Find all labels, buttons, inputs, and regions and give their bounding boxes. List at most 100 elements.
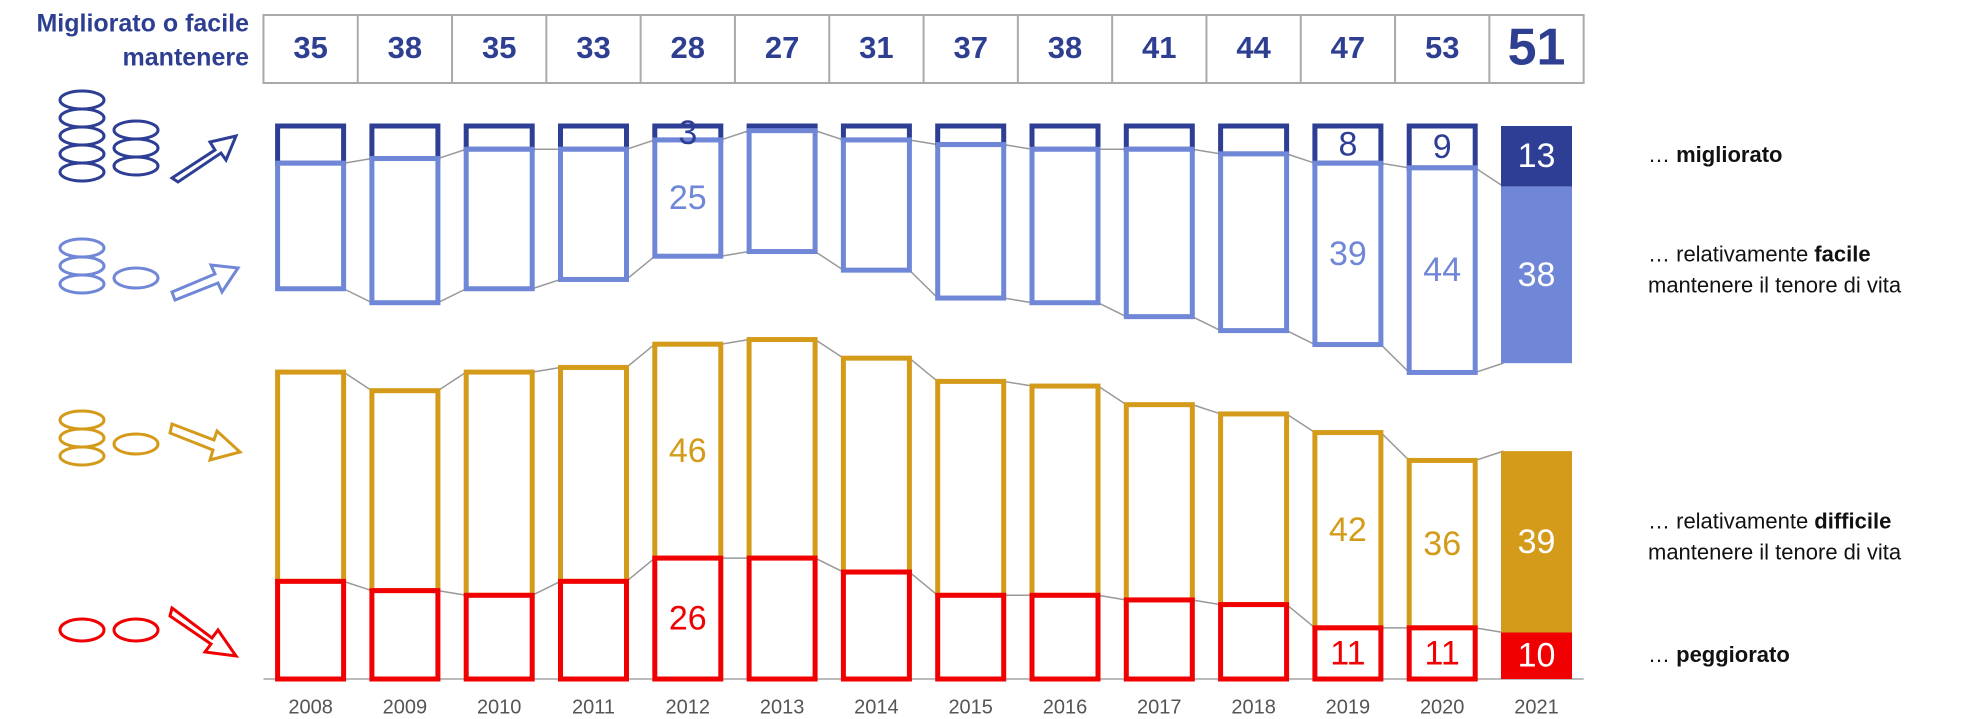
- x-tick-label: 2017: [1137, 696, 1182, 718]
- x-tick-label: 2016: [1043, 696, 1088, 718]
- series-label: mantenere il tenore di vita: [1648, 539, 1902, 564]
- connector: [1286, 413, 1316, 434]
- value-label: 10: [1518, 637, 1556, 675]
- x-tick-label: 2009: [383, 696, 428, 718]
- x-tick-label: 2018: [1231, 696, 1276, 718]
- icon-worsened: [58, 605, 240, 658]
- bar: [1029, 383, 1101, 598]
- bar: [840, 569, 912, 682]
- bar: [275, 578, 347, 682]
- connector: [908, 571, 939, 596]
- total-value: 38: [388, 30, 422, 65]
- bar: [652, 137, 724, 259]
- value-label: 26: [669, 600, 707, 638]
- connector: [1192, 148, 1221, 155]
- series-label-part: … relativamente: [1648, 241, 1814, 266]
- bar: [1501, 186, 1572, 364]
- x-tick-label: 2012: [666, 696, 711, 718]
- connector: [1192, 403, 1221, 415]
- bar: [652, 555, 724, 682]
- total-value: 53: [1425, 30, 1459, 65]
- total-value: 35: [293, 30, 327, 65]
- connector: [1191, 315, 1221, 332]
- value-label: 44: [1423, 251, 1461, 289]
- x-tick-label: 2011: [572, 696, 615, 718]
- series-label-part: facile: [1814, 241, 1870, 266]
- series-label: … peggiorato: [1648, 642, 1790, 667]
- value-label: 38: [1518, 256, 1556, 294]
- icons: [58, 89, 244, 658]
- bar: [1029, 146, 1101, 306]
- connector: [1097, 385, 1127, 406]
- bar: [1029, 123, 1101, 152]
- connector: [908, 269, 939, 299]
- series-label-part: … relativamente: [1648, 508, 1814, 533]
- connector: [814, 557, 844, 573]
- value-label: 8: [1338, 126, 1357, 164]
- bar: [1123, 146, 1195, 320]
- bar: [463, 369, 535, 598]
- connector: [437, 589, 467, 597]
- bar: [1218, 151, 1290, 334]
- series-label: … relativamente difficile: [1648, 508, 1891, 533]
- bar: [369, 388, 441, 594]
- bar: [746, 337, 818, 561]
- connector: [343, 580, 373, 592]
- totals-label: mantenere: [123, 44, 250, 72]
- connector: [1380, 344, 1410, 373]
- value-label: 9: [1433, 128, 1452, 166]
- connector: [626, 343, 656, 369]
- x-tick-label: 2008: [288, 696, 333, 718]
- bar: [275, 160, 347, 292]
- bar: [275, 369, 347, 584]
- connector: [1286, 604, 1316, 629]
- connector: [437, 371, 467, 392]
- value-label: 36: [1423, 525, 1461, 563]
- connector: [1003, 297, 1033, 304]
- bar: [463, 146, 535, 292]
- bar: [558, 123, 629, 152]
- bar: [558, 364, 629, 584]
- bar: [1218, 602, 1290, 682]
- bar: [275, 123, 347, 166]
- connector: [626, 255, 656, 281]
- totals-label: Migliorato o facile: [36, 10, 249, 38]
- connector: [343, 288, 373, 304]
- x-tick-label: 2010: [477, 696, 522, 718]
- connector: [626, 139, 656, 150]
- bar: [1501, 632, 1572, 679]
- icon-difficult: [58, 409, 244, 467]
- value-label: 42: [1329, 511, 1367, 549]
- connector: [532, 366, 561, 373]
- connector: [531, 278, 561, 290]
- bar: [558, 578, 629, 682]
- value-label: 39: [1518, 523, 1556, 561]
- value-label: 11: [1330, 634, 1365, 672]
- value-label: 25: [669, 179, 707, 217]
- connectors: [343, 129, 1504, 634]
- connector: [1286, 153, 1316, 164]
- series-label-part: difficile: [1814, 508, 1891, 533]
- bar: [1406, 625, 1478, 682]
- bar: [463, 123, 535, 152]
- value-label: 13: [1518, 137, 1556, 175]
- connector: [1474, 450, 1504, 462]
- series-label-part: …: [1648, 642, 1676, 667]
- connector: [343, 371, 373, 392]
- connector: [437, 148, 467, 160]
- series-label-part: migliorato: [1676, 142, 1782, 167]
- connector: [814, 250, 844, 271]
- bar: [1123, 123, 1195, 152]
- x-tick-label: 2021: [1514, 696, 1559, 718]
- total-value: 37: [953, 30, 987, 65]
- series-label-part: peggiorato: [1676, 642, 1790, 667]
- bar: [1501, 451, 1572, 633]
- bar: [935, 123, 1007, 148]
- bar: [463, 592, 535, 682]
- bar: [935, 592, 1007, 682]
- bar: [935, 378, 1007, 598]
- connector: [1380, 432, 1410, 461]
- series-label-part: …: [1648, 142, 1676, 167]
- total-value: 38: [1048, 30, 1082, 65]
